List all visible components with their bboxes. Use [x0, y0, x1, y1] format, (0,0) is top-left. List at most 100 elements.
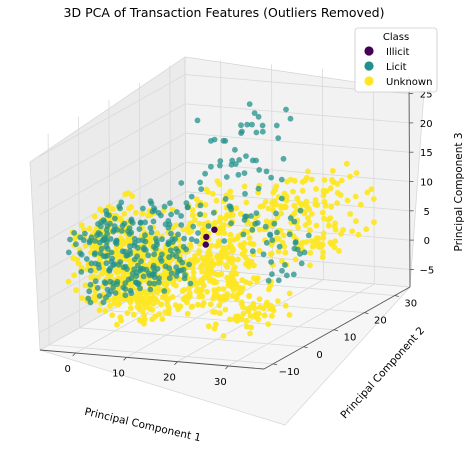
data-point-licit — [229, 157, 236, 164]
data-point-unknown — [227, 231, 234, 238]
data-point-unknown — [295, 224, 301, 231]
data-point-licit — [278, 195, 285, 202]
data-point-licit — [253, 129, 260, 136]
legend: Class Illicit Licit Unknown — [354, 27, 438, 93]
y-tick-label: −10 — [279, 367, 300, 378]
x-tick-label: 30 — [214, 377, 227, 388]
data-point-unknown — [209, 262, 216, 269]
data-point-unknown — [215, 256, 222, 262]
z-tick-label: −5 — [420, 265, 435, 276]
data-point-licit — [148, 229, 155, 236]
data-point-unknown — [224, 294, 230, 300]
x-tick-label: 0 — [64, 364, 70, 375]
data-point-unknown — [165, 308, 172, 314]
data-point-unknown — [72, 235, 78, 242]
x-gridline — [228, 283, 375, 367]
data-point-licit — [253, 210, 260, 217]
data-point-licit — [107, 265, 114, 271]
data-point-licit — [249, 121, 255, 128]
data-point-licit — [140, 205, 146, 212]
data-point-licit — [151, 274, 158, 281]
data-point-licit — [111, 261, 118, 267]
data-point-licit — [127, 251, 134, 257]
data-point-unknown — [241, 247, 248, 254]
data-point-licit — [172, 236, 179, 242]
data-point-unknown — [331, 223, 338, 230]
data-point-unknown — [192, 217, 198, 224]
data-point-licit — [301, 249, 308, 256]
data-point-unknown — [256, 247, 263, 254]
data-point-licit — [161, 203, 168, 210]
data-point-licit — [174, 209, 180, 215]
legend-box — [354, 27, 438, 93]
data-point-licit — [232, 146, 238, 153]
data-point-unknown — [113, 249, 120, 256]
data-point-unknown — [134, 297, 140, 304]
x-axis-line — [39, 349, 265, 370]
y-tick-mark — [303, 346, 308, 349]
data-point-unknown — [233, 313, 239, 320]
data-point-unknown — [255, 316, 262, 323]
data-point-unknown — [349, 228, 356, 235]
data-point-licit — [135, 280, 142, 287]
data-point-unknown — [371, 219, 377, 226]
y-gridline — [49, 344, 274, 365]
data-point-licit — [197, 202, 204, 209]
data-point-licit — [255, 113, 262, 120]
data-point-unknown — [237, 285, 244, 292]
data-point-licit — [136, 226, 143, 233]
data-point-unknown — [299, 187, 306, 194]
data-point-unknown — [110, 206, 116, 212]
data-point-licit — [135, 245, 141, 251]
data-point-licit — [86, 288, 93, 295]
data-point-licit — [183, 246, 190, 253]
data-point-unknown — [313, 186, 319, 192]
data-point-licit — [259, 128, 266, 135]
data-point-licit — [305, 232, 312, 239]
data-point-licit — [131, 240, 138, 247]
data-point-unknown — [238, 301, 245, 307]
legend-label-unknown: Unknown — [386, 77, 432, 88]
data-point-licit — [103, 208, 109, 214]
data-point-licit — [151, 251, 158, 258]
data-point-unknown — [319, 241, 326, 248]
data-point-licit — [197, 211, 204, 218]
data-point-unknown — [220, 333, 227, 339]
data-point-unknown — [210, 309, 216, 315]
data-point-licit — [107, 278, 113, 285]
data-point-unknown — [175, 306, 182, 313]
data-point-unknown — [141, 312, 147, 319]
data-point-licit — [190, 223, 197, 230]
data-point-licit — [98, 245, 105, 252]
data-point-unknown — [159, 294, 166, 301]
data-point-unknown — [236, 290, 242, 296]
data-point-unknown — [210, 279, 217, 286]
data-point-unknown — [303, 198, 310, 205]
data-point-licit — [98, 219, 104, 225]
data-point-licit — [131, 256, 138, 263]
data-point-unknown — [107, 303, 113, 309]
data-point-licit — [241, 170, 248, 177]
data-point-unknown — [217, 214, 224, 221]
data-point-unknown — [154, 285, 161, 291]
data-point-unknown — [319, 209, 326, 216]
data-point-licit — [291, 218, 298, 225]
data-point-licit — [102, 236, 109, 243]
data-point-unknown — [254, 275, 261, 282]
data-point-unknown — [89, 243, 95, 250]
data-point-unknown — [186, 229, 193, 236]
data-point-unknown — [278, 210, 284, 217]
data-point-unknown — [124, 310, 131, 316]
data-point-licit — [118, 199, 125, 206]
data-point-unknown — [74, 256, 81, 263]
data-point-licit — [173, 253, 180, 260]
data-point-licit — [133, 273, 140, 279]
data-point-unknown — [241, 183, 248, 190]
data-point-unknown — [257, 304, 263, 311]
data-point-licit — [242, 213, 249, 220]
data-point-unknown — [233, 205, 240, 212]
data-point-unknown — [230, 277, 237, 284]
data-point-unknown — [201, 221, 207, 228]
data-point-licit — [127, 287, 134, 294]
x-tick-label: 10 — [112, 368, 125, 379]
